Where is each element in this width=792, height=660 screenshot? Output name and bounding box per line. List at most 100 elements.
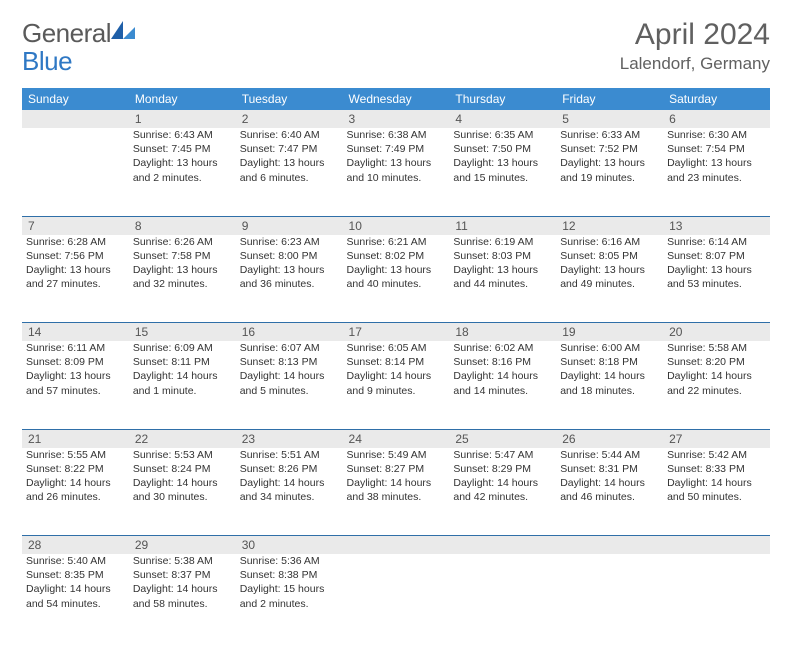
day-number-cell [663, 536, 770, 555]
day-number-cell: 29 [129, 536, 236, 555]
day-d1: Daylight: 13 hours [667, 156, 766, 170]
day-sr: Sunrise: 6:14 AM [667, 235, 766, 249]
day-sr: Sunrise: 6:07 AM [240, 341, 339, 355]
day-d2: and 42 minutes. [453, 490, 552, 504]
day-d2: and 58 minutes. [133, 597, 232, 611]
day-ss: Sunset: 8:14 PM [347, 355, 446, 369]
daynum-row: 14151617181920 [22, 323, 770, 342]
day-d1: Daylight: 14 hours [347, 476, 446, 490]
day-d1: Daylight: 13 hours [453, 156, 552, 170]
brand-name-2-wrap: Blue [22, 46, 72, 77]
day-sr: Sunrise: 5:49 AM [347, 448, 446, 462]
day-d2: and 5 minutes. [240, 384, 339, 398]
day-number-cell: 28 [22, 536, 129, 555]
day-sr: Sunrise: 6:00 AM [560, 341, 659, 355]
day-ss: Sunset: 8:31 PM [560, 462, 659, 476]
day-d2: and 50 minutes. [667, 490, 766, 504]
day-d1: Daylight: 14 hours [26, 582, 125, 596]
day-content-cell: Sunrise: 6:30 AMSunset: 7:54 PMDaylight:… [663, 128, 770, 216]
day-number-cell: 24 [343, 429, 450, 448]
day-sr: Sunrise: 5:58 AM [667, 341, 766, 355]
day-content-cell: Sunrise: 5:44 AMSunset: 8:31 PMDaylight:… [556, 448, 663, 536]
day-sr: Sunrise: 5:51 AM [240, 448, 339, 462]
day-d1: Daylight: 14 hours [26, 476, 125, 490]
day-ss: Sunset: 7:54 PM [667, 142, 766, 156]
day-number-cell: 4 [449, 110, 556, 128]
day-sr: Sunrise: 6:35 AM [453, 128, 552, 142]
day-sr: Sunrise: 5:40 AM [26, 554, 125, 568]
day-d2: and 18 minutes. [560, 384, 659, 398]
day-d1: Daylight: 13 hours [347, 156, 446, 170]
day-d2: and 6 minutes. [240, 171, 339, 185]
day-number-cell: 14 [22, 323, 129, 342]
day-ss: Sunset: 8:03 PM [453, 249, 552, 263]
day-ss: Sunset: 8:20 PM [667, 355, 766, 369]
day-d1: Daylight: 13 hours [26, 263, 125, 277]
day-sr: Sunrise: 6:38 AM [347, 128, 446, 142]
day-content-cell: Sunrise: 6:35 AMSunset: 7:50 PMDaylight:… [449, 128, 556, 216]
day-number-cell: 26 [556, 429, 663, 448]
dayhead-wed: Wednesday [343, 88, 450, 110]
day-ss: Sunset: 8:05 PM [560, 249, 659, 263]
day-number-cell [449, 536, 556, 555]
day-content-cell: Sunrise: 6:43 AMSunset: 7:45 PMDaylight:… [129, 128, 236, 216]
day-content-cell: Sunrise: 6:40 AMSunset: 7:47 PMDaylight:… [236, 128, 343, 216]
day-number-cell: 22 [129, 429, 236, 448]
day-number-cell: 7 [22, 216, 129, 235]
day-content-cell: Sunrise: 6:09 AMSunset: 8:11 PMDaylight:… [129, 341, 236, 429]
day-d2: and 23 minutes. [667, 171, 766, 185]
day-ss: Sunset: 8:37 PM [133, 568, 232, 582]
day-content-cell: Sunrise: 6:28 AMSunset: 7:56 PMDaylight:… [22, 235, 129, 323]
dayhead-fri: Friday [556, 88, 663, 110]
day-ss: Sunset: 8:29 PM [453, 462, 552, 476]
day-d1: Daylight: 14 hours [453, 369, 552, 383]
day-sr: Sunrise: 6:23 AM [240, 235, 339, 249]
day-number-cell: 27 [663, 429, 770, 448]
day-sr: Sunrise: 5:42 AM [667, 448, 766, 462]
day-ss: Sunset: 8:07 PM [667, 249, 766, 263]
day-d1: Daylight: 14 hours [133, 476, 232, 490]
day-d2: and 34 minutes. [240, 490, 339, 504]
day-content-cell: Sunrise: 5:40 AMSunset: 8:35 PMDaylight:… [22, 554, 129, 642]
day-d1: Daylight: 13 hours [560, 156, 659, 170]
day-content-cell [663, 554, 770, 642]
dayhead-sun: Sunday [22, 88, 129, 110]
day-sr: Sunrise: 6:09 AM [133, 341, 232, 355]
day-number-cell: 3 [343, 110, 450, 128]
day-ss: Sunset: 7:45 PM [133, 142, 232, 156]
day-d2: and 40 minutes. [347, 277, 446, 291]
day-content-cell: Sunrise: 5:38 AMSunset: 8:37 PMDaylight:… [129, 554, 236, 642]
daynum-row: 282930 [22, 536, 770, 555]
day-ss: Sunset: 8:02 PM [347, 249, 446, 263]
day-sr: Sunrise: 5:47 AM [453, 448, 552, 462]
day-number-cell: 2 [236, 110, 343, 128]
day-sr: Sunrise: 6:19 AM [453, 235, 552, 249]
brand-name-1: General [22, 18, 111, 49]
day-d2: and 30 minutes. [133, 490, 232, 504]
day-sr: Sunrise: 6:05 AM [347, 341, 446, 355]
calendar-table: Sunday Monday Tuesday Wednesday Thursday… [22, 88, 770, 642]
day-d1: Daylight: 14 hours [347, 369, 446, 383]
day-ss: Sunset: 8:09 PM [26, 355, 125, 369]
day-content-cell: Sunrise: 6:00 AMSunset: 8:18 PMDaylight:… [556, 341, 663, 429]
day-sr: Sunrise: 6:43 AM [133, 128, 232, 142]
dayhead-sat: Saturday [663, 88, 770, 110]
day-number-cell: 8 [129, 216, 236, 235]
day-d2: and 9 minutes. [347, 384, 446, 398]
day-ss: Sunset: 8:16 PM [453, 355, 552, 369]
day-content-cell [22, 128, 129, 216]
day-sr: Sunrise: 5:38 AM [133, 554, 232, 568]
daynum-row: 78910111213 [22, 216, 770, 235]
day-content-cell [556, 554, 663, 642]
day-ss: Sunset: 7:52 PM [560, 142, 659, 156]
day-sr: Sunrise: 6:30 AM [667, 128, 766, 142]
day-d1: Daylight: 13 hours [667, 263, 766, 277]
day-ss: Sunset: 8:24 PM [133, 462, 232, 476]
day-d2: and 36 minutes. [240, 277, 339, 291]
week-row: Sunrise: 6:11 AMSunset: 8:09 PMDaylight:… [22, 341, 770, 429]
day-content-cell: Sunrise: 5:47 AMSunset: 8:29 PMDaylight:… [449, 448, 556, 536]
day-d1: Daylight: 13 hours [26, 369, 125, 383]
day-ss: Sunset: 8:35 PM [26, 568, 125, 582]
day-number-cell: 17 [343, 323, 450, 342]
day-content-cell: Sunrise: 6:19 AMSunset: 8:03 PMDaylight:… [449, 235, 556, 323]
